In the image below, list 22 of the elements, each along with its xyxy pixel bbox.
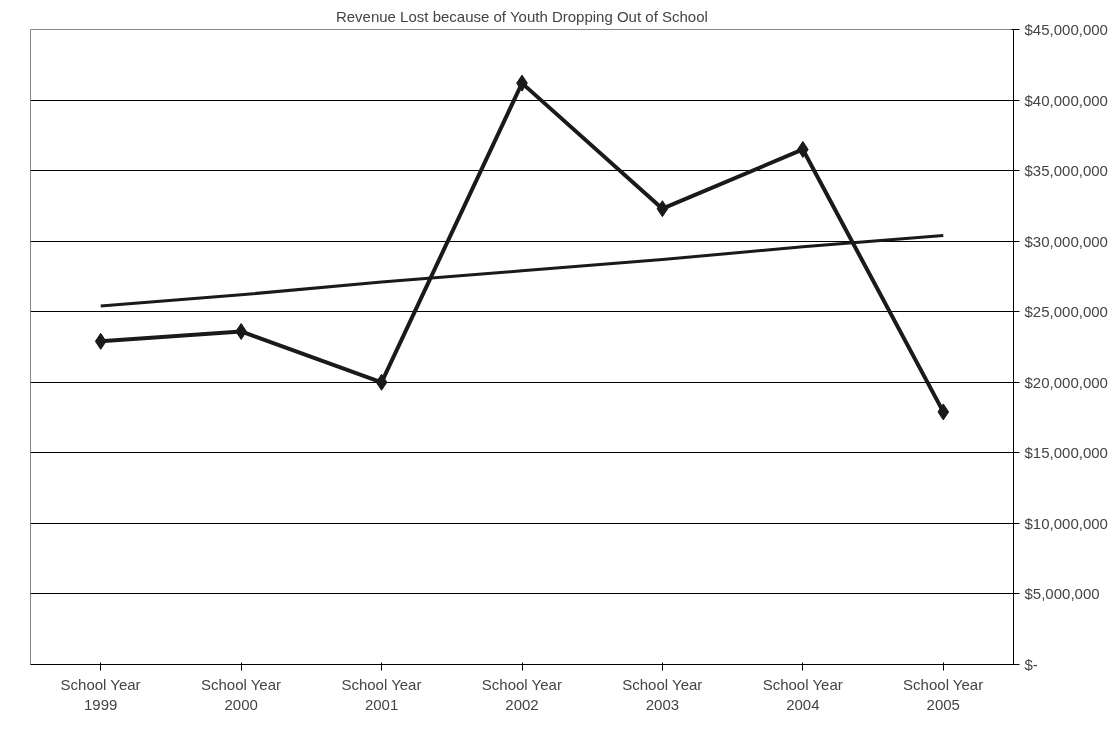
y-tick-label: $45,000,000 — [1024, 21, 1108, 38]
point — [656, 200, 669, 218]
x-tick-label: School Year 2002 — [481, 675, 562, 713]
y-tick-label: $15,000,000 — [1024, 444, 1108, 462]
point — [94, 332, 107, 350]
y-tick-label: $- — [1024, 656, 1038, 673]
chart-title: Revenue Lost because of Youth Dropping Out of School — [335, 7, 708, 25]
point — [937, 403, 950, 421]
x-tick-label: School Year 2004 — [762, 675, 843, 713]
y-tick-label: $35,000,000 — [1024, 162, 1108, 180]
x-tick-label: School Year 1999 — [60, 675, 141, 713]
point — [375, 373, 388, 391]
y-tick-label: $5,000,000 — [1024, 585, 1100, 603]
x-tick-label: School Year 2001 — [341, 675, 422, 713]
y-tick-label: $30,000,000 — [1024, 232, 1108, 250]
y-tick-label: $40,000,000 — [1024, 91, 1108, 109]
x-tick-label: School Year 2003 — [622, 675, 703, 713]
y-tick-label: $20,000,000 — [1024, 373, 1108, 391]
x-tick-label: School Year 2005 — [903, 675, 984, 713]
y-tick-label: $25,000,000 — [1024, 303, 1108, 321]
y-tick-label: $10,000,000 — [1024, 514, 1108, 532]
x-tick-label: School Year 2000 — [200, 675, 282, 713]
